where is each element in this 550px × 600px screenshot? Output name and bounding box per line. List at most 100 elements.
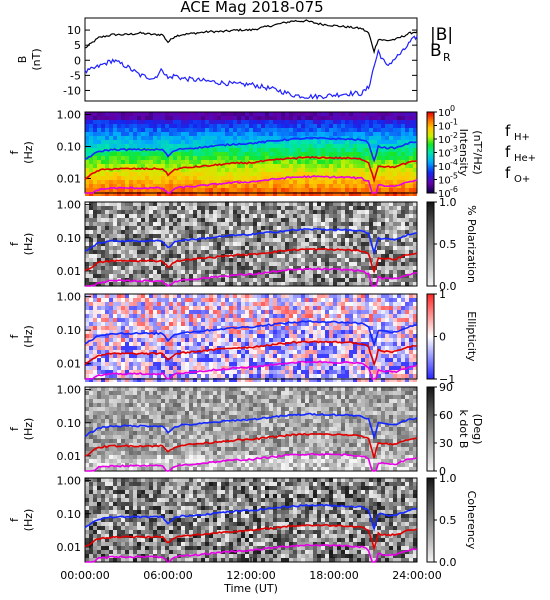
ellipticity-fHe-line [84, 340, 418, 368]
kdotb-colorbar: 90 60 30 0 k dot B (Deg) [426, 381, 484, 478]
kdotb-cbar-tick-label: 30 [439, 437, 453, 450]
mag-series-BR-line [84, 35, 418, 101]
spectrogram-polarization [85, 202, 417, 286]
ellipticity-colorbar: 1 0 −1 Ellipticity [426, 288, 478, 386]
freq-ylabel: f [8, 241, 21, 246]
polarization-cbar-tick-label: 1.0 [439, 196, 457, 209]
intensity-cbar-tick-exp: -2 [450, 131, 458, 140]
freq-ytick-label: 1.00 [57, 109, 82, 122]
kdotb-plot-frame [84, 386, 418, 472]
ellipticity-cbar-label: Ellipticity [465, 311, 478, 362]
spectrogram-kdotb [85, 387, 417, 471]
x-axis-label: Time (UT) [223, 582, 278, 595]
intensity-cbar-tick-exp: -3 [450, 145, 458, 154]
kdotb-cbar-tick-label: 90 [439, 381, 453, 394]
mag-ytick-label: -10 [63, 84, 81, 97]
polarization-plot-frame [84, 201, 418, 287]
intensity-cbar-tick-exp: -5 [450, 172, 458, 181]
ellipticity-plot-frame [84, 293, 418, 380]
ellipticity-cbar-tick-label: −1 [439, 373, 455, 386]
legend-fH-sub: H+ [514, 132, 530, 143]
intensity-cbar-tick-base: 10 [438, 108, 451, 119]
intensity-fH-line [84, 136, 418, 163]
freq-ytick-label: 0.01 [57, 358, 82, 371]
intensity-cbar-tick-exp: -4 [450, 158, 458, 167]
freq-ytick-label: 1.00 [57, 384, 82, 397]
coherency-cbar-tick-label: 0.5 [439, 514, 457, 527]
x-tick-label: 12:00:00 [226, 569, 275, 582]
intensity-plot-frame [84, 111, 418, 194]
intensity-cbar-tick-exp: -6 [450, 185, 458, 194]
intensity-cbar-tick-base: 10 [438, 135, 451, 146]
kdotb-fH-line [84, 412, 418, 440]
kdotb-cbar-label-unit: (Deg) [471, 414, 484, 445]
panel-ellipticity: 1.00 0.10 0.01 f (Hz) 1 0 −1 Ellipticity [8, 288, 478, 386]
freq-ylabel-unit: (Hz) [22, 141, 35, 164]
kdotb-fO-line [85, 452, 418, 472]
x-tick-label: 00:00:00 [60, 569, 109, 582]
coherency-fH-line [84, 503, 418, 532]
panel-kdotb: 1.00 0.10 0.01 f (Hz) 90 60 30 0 k dot B (Deg) [8, 381, 484, 478]
intensity-cbar-tick-base: 10 [438, 189, 451, 200]
freq-ylabel-unit: (Hz) [22, 418, 35, 441]
intensity-cbar-label-unit: (nT²/Hz) [471, 130, 484, 174]
mag-ylabel-unit: (nT) [30, 48, 43, 70]
mag-ytick-label: 0 [74, 54, 81, 67]
freq-ytick-label: 0.10 [57, 232, 82, 245]
intensity-cbar-tick-base: 10 [438, 149, 451, 160]
coherency-cbar-tick-label: 0.0 [439, 556, 457, 569]
coherency-cbar-label: Coherency [465, 491, 478, 550]
polarization-cbar-label: % Polarization [465, 205, 478, 283]
freq-ytick-label: 0.10 [57, 417, 82, 430]
polarization-cbar-tick-label: 0.5 [439, 238, 457, 251]
x-tick-label: 06:00:00 [143, 569, 192, 582]
spectrogram-ellipticity [85, 294, 417, 382]
polarization-fO-line [85, 267, 418, 288]
ellipticity-cbar-tick-label: 0 [439, 331, 446, 344]
freq-ylabel: f [8, 517, 21, 522]
intensity-cbar-tick-exp: -1 [450, 118, 458, 127]
freq-ylabel-unit: (Hz) [22, 233, 35, 256]
mag-ytick-label: -5 [70, 69, 81, 82]
intensity-fHe-line [84, 155, 418, 184]
coherency-fO-line [85, 543, 418, 563]
freq-ylabel-unit: (Hz) [22, 325, 35, 348]
coherency-cbar-tick-label: 1.0 [439, 472, 457, 485]
freq-ytick-label: 0.01 [57, 172, 82, 185]
freq-ytick-label: 1.00 [57, 475, 82, 488]
coherency-colorbar: 1.0 0.5 0.0 Coherency [426, 472, 478, 569]
polarization-cbar-tick-label: 0.0 [439, 280, 457, 293]
legend-B-label: |B| [430, 25, 453, 45]
polarization-fHe-line [84, 247, 418, 274]
mag-ytick-label: 5 [74, 39, 81, 52]
kdotb-cbar-label: k dot B [457, 410, 470, 449]
legend-fHe-label: f [505, 143, 511, 161]
ellipticity-fO-line [85, 360, 418, 380]
intensity-fO-line [85, 175, 418, 194]
freq-ytick-label: 0.01 [57, 265, 82, 278]
freq-ylabel: f [8, 426, 21, 431]
freq-ytick-label: 0.01 [57, 450, 82, 463]
intensity-cbar-tick-exp: 0 [450, 104, 455, 113]
freq-ytick-label: 0.10 [57, 140, 82, 153]
freq-ytick-label: 1.00 [57, 291, 82, 304]
x-tick-label: 24:00:00 [392, 569, 441, 582]
freq-ylabel: f [8, 149, 21, 154]
legend-BR-label: B [430, 41, 442, 61]
intensity-cbar-tick-base: 10 [438, 176, 451, 187]
spectrogram-coherency [85, 478, 417, 562]
kdotb-fHe-line [84, 432, 418, 459]
freq-ylabel: f [8, 333, 21, 338]
legend-fH-label: f [505, 122, 511, 140]
panel-polarization: 1.00 0.10 0.01 f (Hz) 1.0 0.5 0.0 % Polarization [8, 196, 478, 293]
kdotb-cbar-tick-label: 60 [439, 409, 453, 422]
panel-coherency: 1.00 0.10 0.01 f (Hz) 1.0 0.5 0.0 Coherency [8, 472, 478, 569]
mag-series-B-line [84, 19, 418, 55]
intensity-cbar-tick-base: 10 [438, 162, 451, 173]
intensity-cbar-label: Intensity [457, 129, 470, 177]
freq-ylabel-unit: (Hz) [22, 509, 35, 532]
polarization-colorbar: 1.0 0.5 0.0 % Polarization [426, 196, 478, 293]
x-tick-label: 18:00:00 [309, 569, 358, 582]
